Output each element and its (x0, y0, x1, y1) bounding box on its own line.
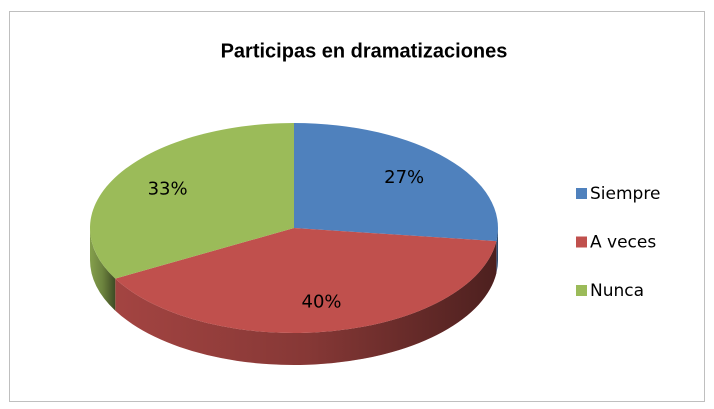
legend-label: Siempre (590, 184, 660, 204)
data-label: 33% (148, 179, 188, 200)
slice (115, 228, 497, 333)
slice-side-shade (115, 241, 497, 365)
slice-side-shade (90, 228, 116, 311)
slice (90, 123, 295, 279)
slice (294, 123, 498, 242)
legend-label: Nunca (590, 281, 644, 301)
legend-swatch (576, 285, 587, 296)
data-label: 40% (302, 291, 342, 312)
legend-swatch (576, 236, 587, 248)
chart-title: Participas en dramatizaciones (221, 40, 508, 62)
slice-side-shade (496, 228, 498, 274)
legend-swatch (576, 188, 587, 199)
legend-label: A veces (590, 233, 656, 253)
data-label: 27% (384, 167, 424, 188)
